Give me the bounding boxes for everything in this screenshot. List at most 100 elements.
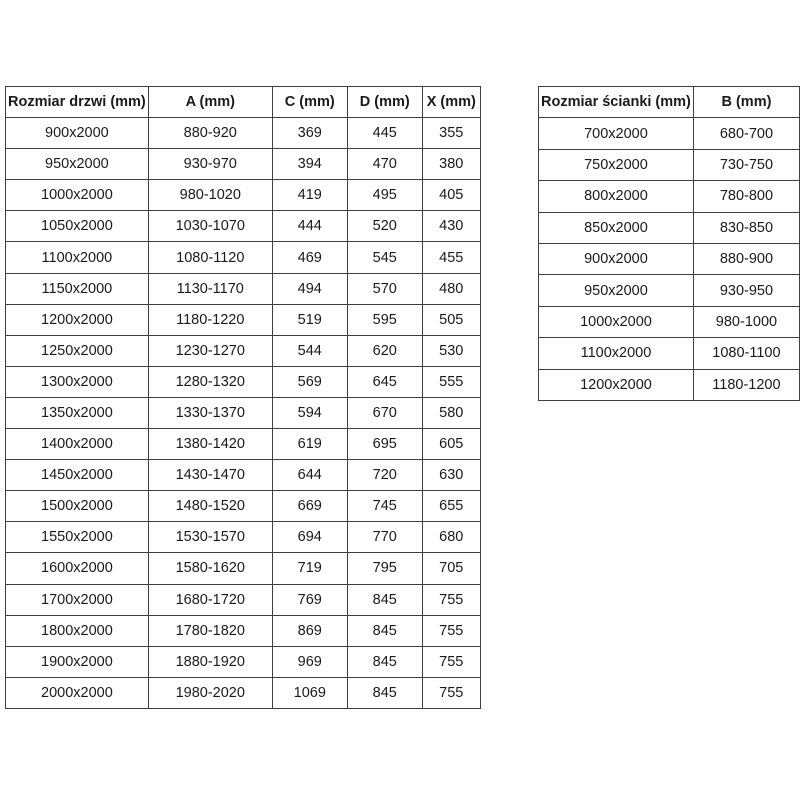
table-cell: 900x2000 [5,117,149,150]
table-cell: 1180-1220 [147,303,273,336]
table-row: 1550x2000 1530-1570 694 770 680 [5,521,481,554]
table-cell: 1350x2000 [5,396,149,430]
table-cell: 1330-1370 [147,396,273,430]
table-cell: 950x2000 [538,274,694,307]
table-cell: 980-1020 [147,179,273,212]
table-cell: 980-1000 [692,305,800,339]
table-cell: 1880-1920 [147,645,273,678]
table-cell: 520 [346,210,423,243]
table-cell: 580 [421,396,481,430]
table-cell: 505 [421,303,481,336]
table-cell: 594 [271,396,348,430]
table-cell: 930-970 [147,148,273,181]
table-cell: 419 [271,179,348,212]
table-cell: 830-850 [692,211,800,244]
column-header: Rozmiar drzwi (mm) [5,85,149,119]
table-cell: 645 [346,365,423,398]
table-cell: 444 [271,210,348,243]
table-row: 800x2000 780-800 [538,180,800,213]
door-sizes-table: Rozmiar drzwi (mm) A (mm) C (mm) D (mm) X (m… [5,85,481,709]
table-row: 1900x2000 1880-1920 969 845 755 [5,645,481,678]
table-cell: 469 [271,241,348,274]
table-row: 1350x2000 1330-1370 594 670 580 [5,396,481,430]
table-cell: 405 [421,179,481,212]
table-cell: 569 [271,365,348,398]
table-cell: 1450x2000 [5,459,149,492]
table-cell: 700x2000 [538,117,694,150]
door-sizes-table-container: Rozmiar drzwi (mm) A (mm) C (mm) D (mm) X (m… [5,85,481,709]
table-cell: 605 [421,428,481,461]
table-cell: 355 [421,117,481,150]
table-cell: 780-800 [692,180,800,213]
table-cell: 494 [271,272,348,305]
table-cell: 1980-2020 [147,676,273,709]
table-row: 900x2000 880-920 369 445 355 [5,117,481,150]
table-cell: 755 [421,676,481,709]
table-row: 1300x2000 1280-1320 569 645 555 [5,365,481,398]
table-row: 750x2000 730-750 [538,148,800,182]
table-cell: 869 [271,614,348,647]
table-cell: 719 [271,552,348,585]
table-cell: 950x2000 [5,148,149,181]
table-cell: 1550x2000 [5,521,149,554]
table-cell: 619 [271,428,348,461]
table-cell: 1000x2000 [538,305,694,339]
table-cell: 1080-1120 [147,241,273,274]
table-cell: 845 [346,645,423,678]
table-row: 1000x2000 980-1000 [538,305,800,339]
table-cell: 1100x2000 [5,241,149,274]
table-cell: 770 [346,521,423,554]
table-cell: 680-700 [692,117,800,150]
table-cell: 544 [271,334,348,367]
table-cell: 470 [346,148,423,181]
table-cell: 495 [346,179,423,212]
table-cell: 1030-1070 [147,210,273,243]
table-cell: 644 [271,459,348,492]
table-row: 1100x2000 1080-1120 469 545 455 [5,241,481,274]
table-row: 700x2000 680-700 [538,117,800,150]
table-row: 1100x2000 1080-1100 [538,337,800,370]
table-cell: 1200x2000 [5,303,149,336]
table-cell: 480 [421,272,481,305]
table-cell: 380 [421,148,481,181]
table-cell: 655 [421,490,481,523]
table-cell: 1150x2000 [5,272,149,305]
table-cell: 1069 [271,676,348,709]
table-cell: 1480-1520 [147,490,273,523]
table-cell: 1080-1100 [692,337,800,370]
table-cell: 1130-1170 [147,272,273,305]
table-cell: 850x2000 [538,211,694,244]
table-cell: 455 [421,241,481,274]
table-cell: 755 [421,645,481,678]
table-row: 1250x2000 1230-1270 544 620 530 [5,334,481,367]
table-cell: 519 [271,303,348,336]
table-row: 1200x2000 1180-1220 519 595 505 [5,303,481,336]
table-cell: 845 [346,583,423,616]
table-row: 1600x2000 1580-1620 719 795 705 [5,552,481,585]
table-cell: 1100x2000 [538,337,694,370]
table-cell: 1000x2000 [5,179,149,212]
table-cell: 730-750 [692,148,800,182]
table-cell: 845 [346,614,423,647]
table-row: 1000x2000 980-1020 419 495 405 [5,179,481,212]
table-cell: 1200x2000 [538,368,694,401]
column-header: Rozmiar ścianki (mm) [538,85,694,119]
table-cell: 880-920 [147,117,273,150]
table-cell: 1250x2000 [5,334,149,367]
table-cell: 795 [346,552,423,585]
table-row: 1150x2000 1130-1170 494 570 480 [5,272,481,305]
table-row: 1450x2000 1430-1470 644 720 630 [5,459,481,492]
table-cell: 800x2000 [538,180,694,213]
table-cell: 1700x2000 [5,583,149,616]
table-cell: 900x2000 [538,242,694,276]
table-cell: 394 [271,148,348,181]
table-cell: 1580-1620 [147,552,273,585]
column-header: C (mm) [271,85,348,119]
table-row: 1400x2000 1380-1420 619 695 605 [5,428,481,461]
table-cell: 1050x2000 [5,210,149,243]
table-cell: 880-900 [692,242,800,276]
table-cell: 1180-1200 [692,368,800,401]
table-row: 950x2000 930-970 394 470 380 [5,148,481,181]
table-cell: 1300x2000 [5,365,149,398]
